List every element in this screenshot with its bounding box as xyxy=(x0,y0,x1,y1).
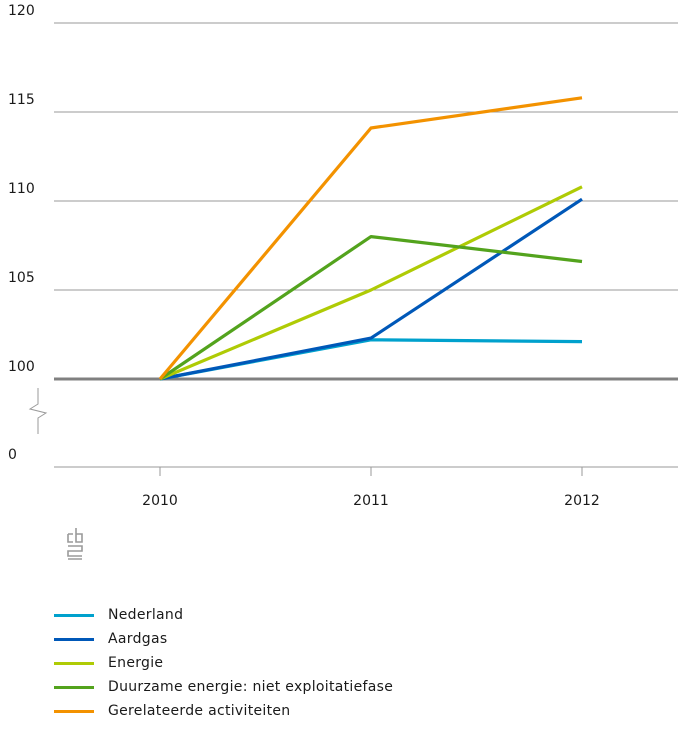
legend-label: Nederland xyxy=(108,607,184,623)
x-tick-label: 2012 xyxy=(564,493,600,509)
legend-item: Nederland xyxy=(54,603,393,627)
series-line-gerelateerde-activiteiten xyxy=(158,96,583,381)
legend-swatch xyxy=(54,613,94,617)
legend-swatch xyxy=(54,661,94,665)
legend: Nederland Aardgas Energie Duurzame energie:… xyxy=(54,603,393,723)
grid-lines xyxy=(54,22,678,468)
y-tick-label: 115 xyxy=(8,92,35,108)
axis-break-icon xyxy=(28,388,48,434)
y-tick-label: 120 xyxy=(8,3,35,19)
legend-label: Duurzame energie: niet exploitatiefase xyxy=(108,679,394,695)
y-tick-label: 110 xyxy=(8,181,35,197)
legend-swatch xyxy=(54,637,94,641)
series-line-aardgas xyxy=(159,197,583,381)
y-tick-label: 0 xyxy=(8,447,17,463)
series-lines xyxy=(158,96,583,381)
legend-label: Aardgas xyxy=(108,631,168,647)
legend-swatch xyxy=(54,709,94,713)
legend-item: Aardgas xyxy=(54,627,393,651)
cbs-logo-icon xyxy=(67,528,83,560)
series-line-nederland xyxy=(159,338,583,381)
series-line-duurzame-energie-niet-exploitatiefase xyxy=(159,235,583,381)
series-line-energie xyxy=(159,185,583,381)
y-axis-tick-labels: 120 115 110 105 100 0 xyxy=(8,3,35,463)
legend-swatch xyxy=(54,685,94,689)
legend-item: Gerelateerde activiteiten xyxy=(54,699,393,723)
y-tick-label: 100 xyxy=(8,359,35,375)
legend-label: Energie xyxy=(108,655,164,671)
x-tick-label: 2011 xyxy=(353,493,389,509)
legend-item: Duurzame energie: niet exploitatiefase xyxy=(54,675,393,699)
legend-item: Energie xyxy=(54,651,393,675)
x-tick-label: 2010 xyxy=(142,493,178,509)
y-tick-label: 105 xyxy=(8,270,35,286)
x-axis: 2010 2011 2012 xyxy=(142,467,600,509)
legend-label: Gerelateerde activiteiten xyxy=(108,703,291,719)
